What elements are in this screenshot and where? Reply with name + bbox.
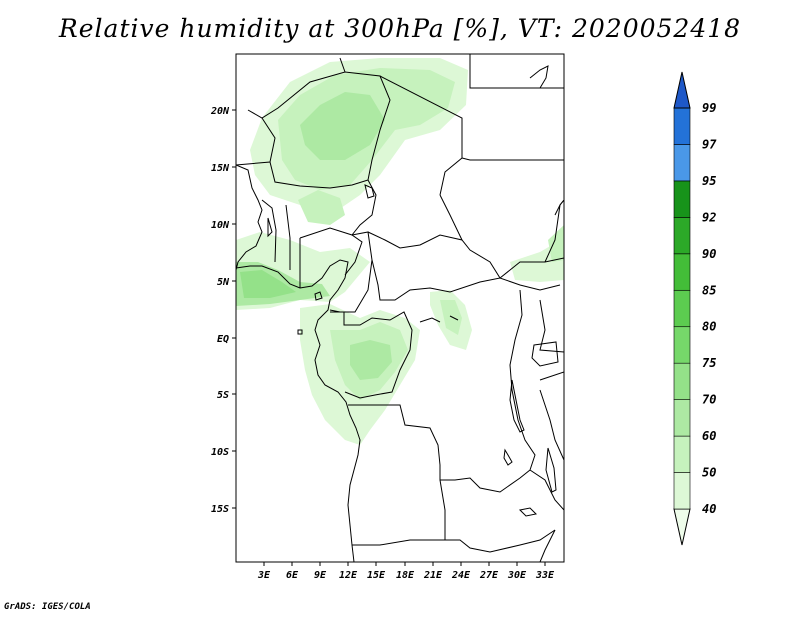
colorbar-label: 40 [702,502,716,516]
colorbar-label: 90 [702,247,716,261]
lat-label: 5N [217,277,230,288]
lon-label: 33E [535,570,555,581]
grads-credit: GrADS: IGES/COLA [4,602,91,612]
border-kenya-uganda [539,299,564,353]
colorbar-label: 85 [702,283,716,297]
colorbar-segment [673,326,691,364]
congo-river [419,315,459,323]
colorbar-label: 95 [702,174,716,188]
humidity-region-guinea-peak [240,270,296,298]
colorbar-segment [673,217,691,255]
lon-label: 30E [507,570,527,581]
humidity-region-congo-peak [350,340,392,380]
lon-label: 15E [367,570,386,581]
lon-label: 12E [339,570,358,581]
lat-label: 20N [210,106,230,117]
border-gabon-congo [330,311,413,399]
border-namibia [352,539,445,546]
colorbar: 40 50 60 70 75 80 85 90 92 95 97 99 [673,71,717,546]
island-bioko [314,291,323,301]
lon-label: 21E [423,570,443,581]
lat-label: 15S [211,504,229,515]
colorbar-label: 70 [702,393,716,407]
border-sudan-south-sudan [499,257,564,279]
border-benin-togo [261,199,291,270]
colorbar-segment [673,362,691,400]
lat-label: 10N [211,220,230,231]
colorbar-segment [673,472,691,510]
map-borders [236,54,564,562]
lat-label: EQ [217,334,229,345]
chart-title: Relative humidity at 300hPa [%], VT: 202… [58,14,742,43]
lake-bangweulu [518,507,538,517]
colorbar-label: 92 [702,210,716,224]
border-mozambique [529,469,564,562]
colorbar-segment [673,399,691,437]
border-sahel [236,117,276,166]
colorbar-segment [673,253,691,291]
border-chad-sudan [439,194,463,241]
coastline-gulf-guinea [236,259,361,562]
colorbar-segment [673,435,691,473]
lake-volta [267,217,273,238]
border-chad-car [367,231,501,279]
border-nigeria [299,227,363,288]
lon-label: 24E [451,570,471,581]
border-niger-chad [351,179,377,236]
border-libya-egypt [469,54,564,89]
island-sao-tome [297,329,303,335]
colorbar-segment [673,180,691,218]
colorbar-segment [673,289,691,328]
colorbar-label: 60 [702,429,716,443]
lake-kivu [503,448,513,466]
border-sudan-egypt [461,157,564,161]
border-drc-east [509,289,536,471]
lake-victoria [531,341,559,367]
colorbar-label: 80 [702,320,716,334]
humidity-region-niger [298,190,345,225]
colorbar-segment [673,144,691,182]
lake-malawi [545,447,557,493]
border-algeria-mali [247,71,391,181]
border-mali-niger [269,161,369,189]
border-libya [339,57,346,73]
humidity-region-car-core [440,300,462,335]
border-car-south [371,259,561,301]
colorbar-low-extension [673,508,691,546]
lon-label: 6E [286,570,299,581]
lat-label: 5S [217,390,229,401]
border-tanzania [539,371,564,461]
humidity-field [236,58,564,445]
humidity-region-east-core [548,225,564,262]
border-angola-zambia [439,479,556,553]
lon-label: 9E [314,570,327,581]
coastline-red-sea [529,65,549,89]
lat-label: 10S [211,447,229,458]
colorbar-label: 97 [702,137,717,151]
lat-axis: 20N 15N 10N 5N EQ 5S 10S 15S [210,106,236,515]
lon-label: 27E [479,570,499,581]
colorbar-label: 99 [702,101,716,115]
coastline-west-africa [236,164,263,271]
lon-label: 18E [396,570,415,581]
lake-tanganyika [509,379,525,433]
coastline-red-sea-south [554,199,564,216]
lake-chad [364,184,375,199]
colorbar-label: 50 [702,466,716,480]
colorbar-high-extension [673,71,691,109]
lon-label: 3E [257,570,271,581]
lat-label: 15N [211,163,230,174]
map-frame [235,53,565,563]
humidity-region-sahara-peak [300,92,385,160]
colorbar-segment [673,107,691,145]
colorbar-label: 75 [702,356,716,370]
lon-axis: 3E 6E 9E 12E 15E 18E 21E 24E 27E 30E 33E [257,562,555,581]
